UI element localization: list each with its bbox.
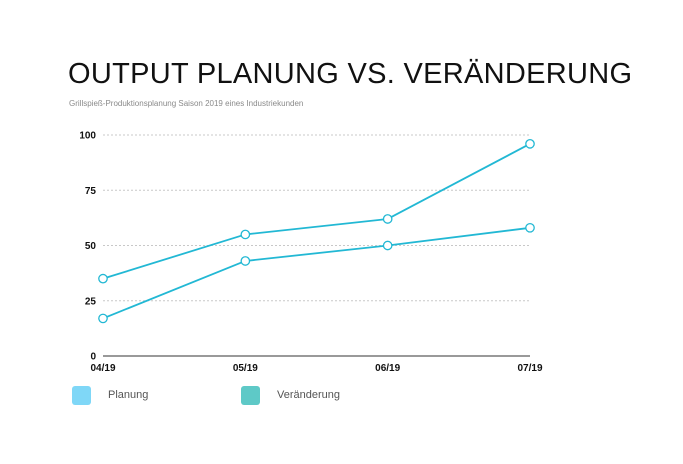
x-tick-label: 06/19	[375, 363, 400, 374]
data-point	[382, 214, 393, 224]
data-point	[240, 256, 251, 266]
series-line-2	[102, 143, 531, 280]
x-tick-label: 04/19	[90, 363, 115, 374]
data-point	[382, 240, 393, 251]
y-tick-label: 25	[85, 296, 97, 307]
legend-label-planung: Planung	[108, 389, 149, 401]
data-point	[525, 222, 535, 233]
series-line-1	[102, 226, 531, 320]
legend-swatch-planung	[72, 386, 91, 405]
y-tick-label: 100	[79, 131, 96, 142]
x-tick-label: 05/19	[233, 363, 258, 374]
data-point	[525, 138, 535, 149]
legend-swatch-veraenderung	[241, 386, 260, 405]
y-tick-label: 0	[90, 352, 96, 363]
y-tick-label: 50	[85, 241, 97, 252]
page-subtitle: Grillspieß-Produktionsplanung Saison 201…	[69, 99, 304, 108]
data-point	[98, 273, 108, 284]
data-point	[240, 229, 251, 240]
x-tick-label: 07/19	[517, 363, 542, 374]
data-point	[98, 313, 108, 324]
page-title: OUTPUT PLANUNG VS. VERÄNDERUNG	[68, 58, 633, 90]
y-tick-label: 75	[85, 186, 97, 197]
legend-label-veraenderung: Veränderung	[277, 389, 340, 401]
